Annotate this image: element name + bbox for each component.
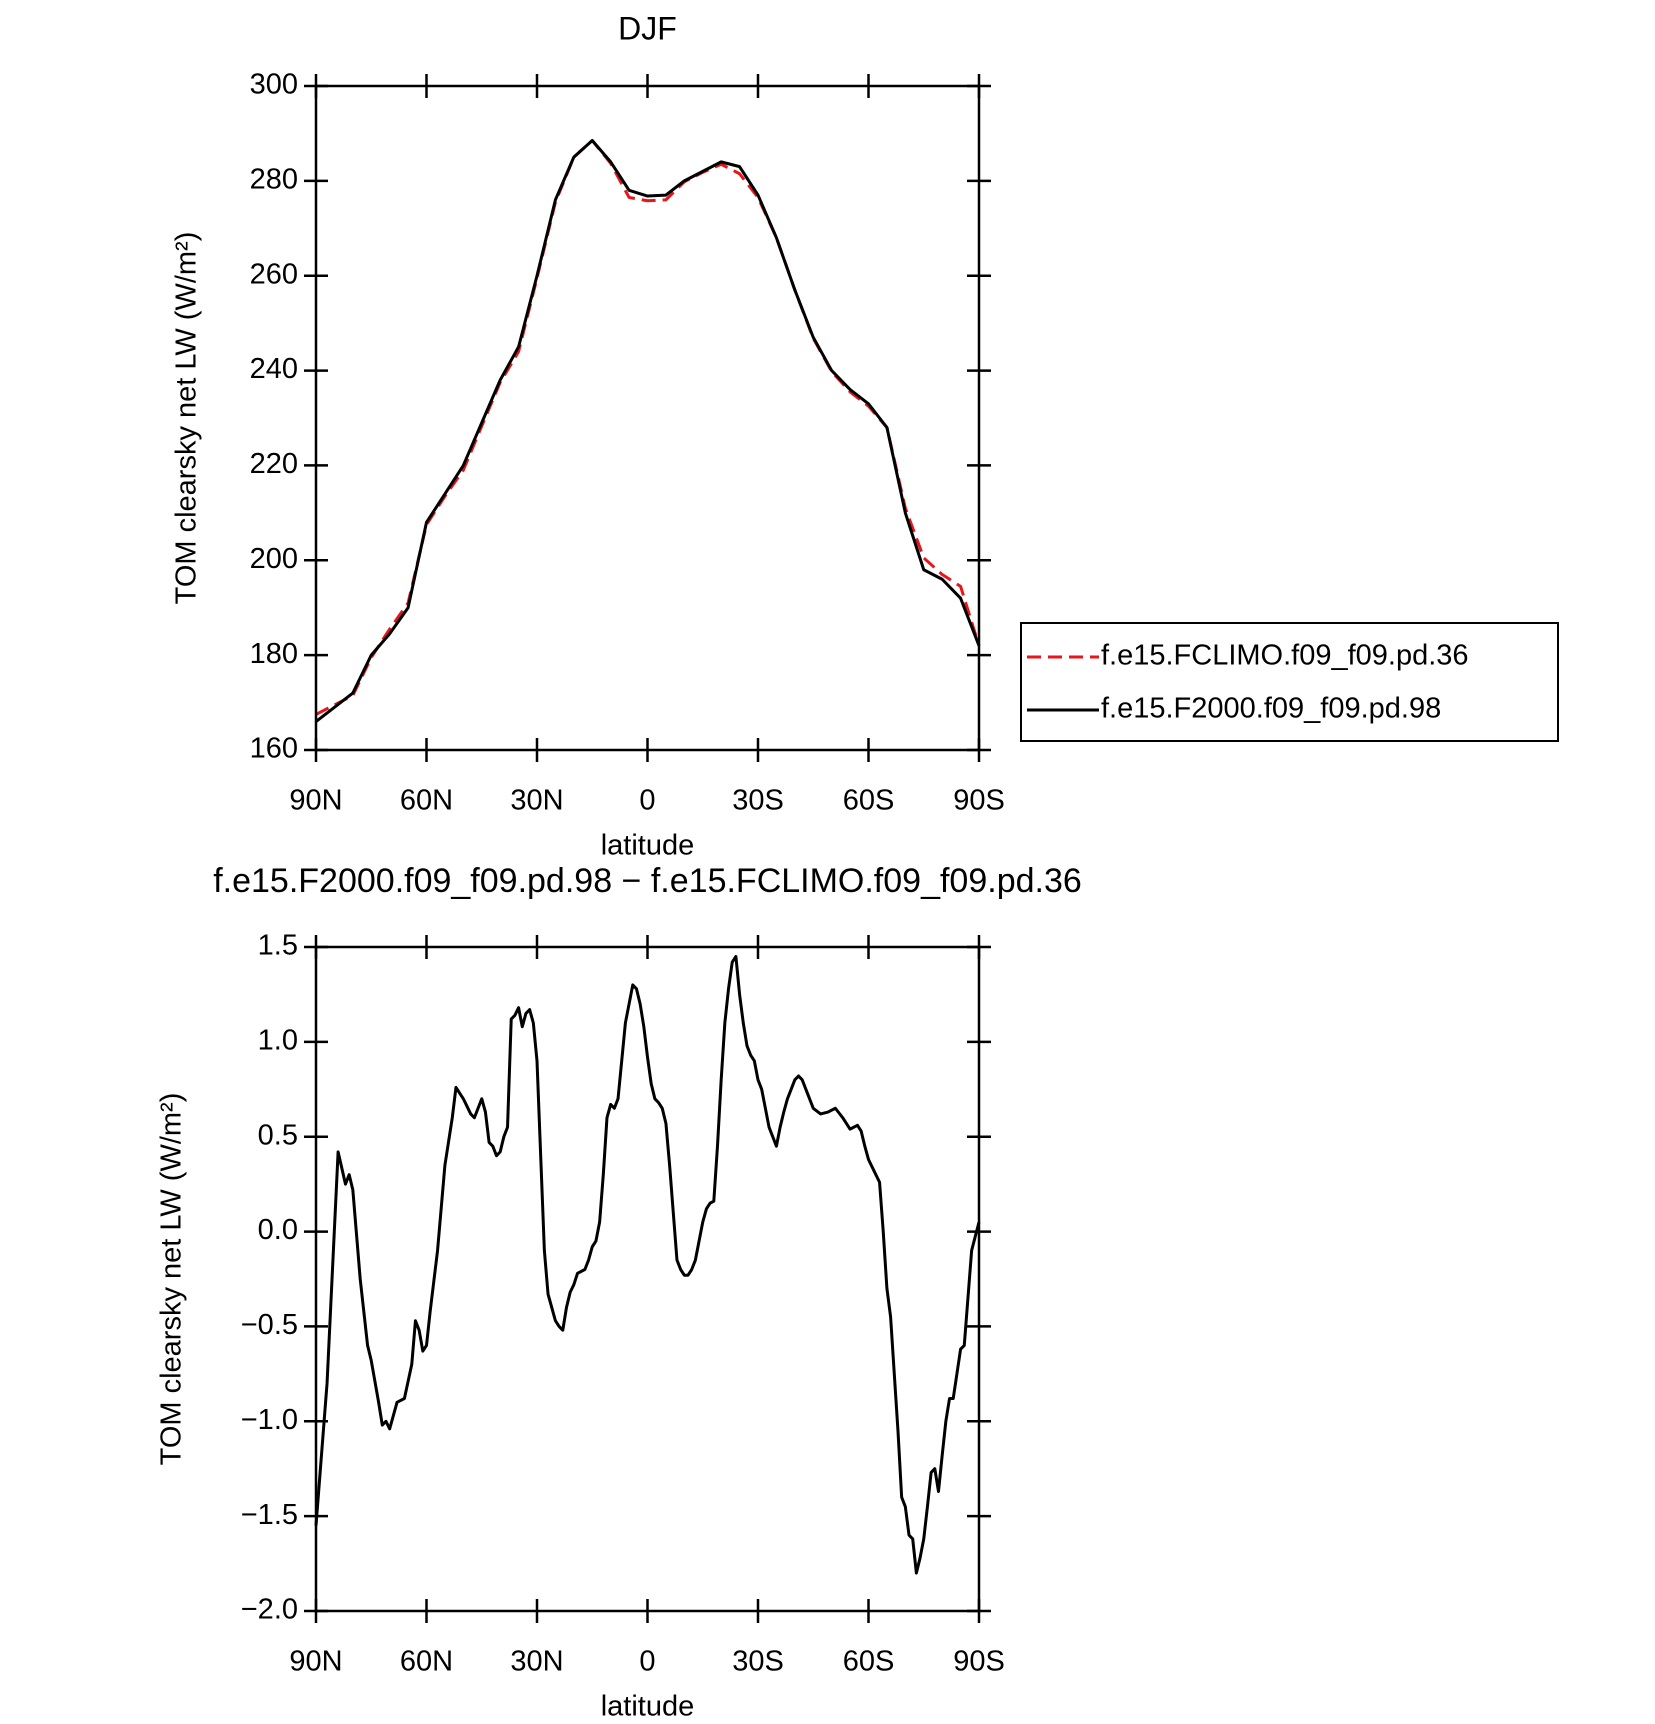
x-axis-label: latitude <box>601 830 695 862</box>
x-tick-label: 60S <box>843 785 895 817</box>
x-axis-label: latitude <box>601 1691 695 1719</box>
data-line <box>315 139 981 723</box>
y-tick-label: 300 <box>250 69 298 101</box>
x-tick-label: 0 <box>639 1646 655 1678</box>
y-tick-label: 0.0 <box>258 1214 298 1246</box>
y-tick-label: 200 <box>250 543 298 575</box>
y-tick-label: 220 <box>250 448 298 480</box>
y-tick-label: 1.5 <box>258 930 298 962</box>
x-tick-label: 60S <box>843 1646 895 1678</box>
chart-title: f.e15.F2000.f09_f09.pd.98 − f.e15.FCLIMO… <box>213 862 1082 900</box>
y-tick-label: −1.5 <box>241 1499 298 1531</box>
x-tick-label: 90N <box>289 1646 342 1678</box>
legend-label: f.e15.FCLIMO.f09_f09.pd.36 <box>1101 640 1469 672</box>
y-axis-label: TOM clearsky net LW (W/m²) <box>156 1093 188 1466</box>
y-axis-label: TOM clearsky net LW (W/m²) <box>171 232 203 605</box>
y-tick-label: 160 <box>250 733 298 765</box>
x-tick-label: 60N <box>400 1646 453 1678</box>
plot-frame <box>314 84 981 752</box>
x-tick-label: 30S <box>732 1646 784 1678</box>
y-tick-label: 260 <box>250 258 298 290</box>
x-tick-label: 90S <box>953 785 1005 817</box>
x-tick-label: 30N <box>510 1646 563 1678</box>
y-tick-label: −0.5 <box>241 1309 298 1341</box>
x-tick-label: 60N <box>400 785 453 817</box>
x-tick-label: 30N <box>510 785 563 817</box>
x-tick-label: 90N <box>289 785 342 817</box>
chart-title: DJF <box>618 10 677 46</box>
y-tick-label: −1.0 <box>241 1404 298 1436</box>
y-tick-label: −2.0 <box>241 1594 298 1626</box>
y-tick-label: 280 <box>250 164 298 196</box>
y-tick-label: 180 <box>250 638 298 670</box>
x-tick-label: 30S <box>732 785 784 817</box>
y-tick-label: 1.0 <box>258 1025 298 1057</box>
legend-label: f.e15.F2000.f09_f09.pd.98 <box>1101 693 1441 725</box>
data-line <box>314 954 981 1575</box>
plot-frame <box>314 945 981 1613</box>
x-tick-label: 0 <box>639 785 655 817</box>
x-tick-label: 90S <box>953 1646 1005 1678</box>
y-tick-label: 0.5 <box>258 1119 298 1151</box>
y-tick-label: 240 <box>250 353 298 385</box>
data-line <box>315 139 981 716</box>
legend-box <box>1020 622 1559 742</box>
legend: f.e15.FCLIMO.f09_f09.pd.36 f.e15.F2000.f0… <box>1020 622 1559 742</box>
